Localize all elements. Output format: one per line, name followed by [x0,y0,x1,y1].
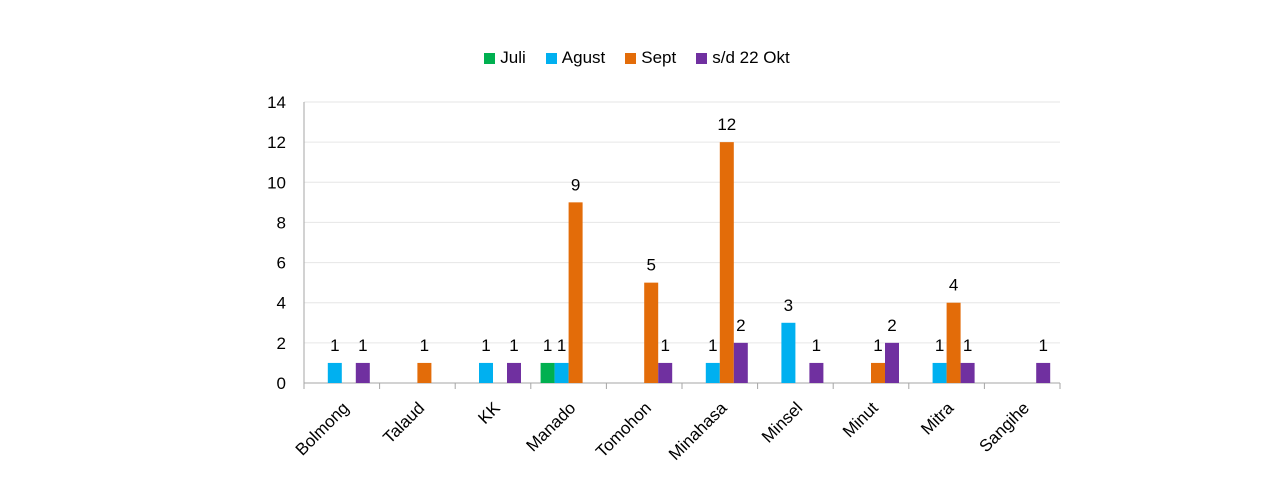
data-label: 1 [358,336,367,355]
data-label: 9 [571,175,580,194]
bar [733,342,748,383]
data-label: 3 [784,296,793,315]
x-tick-label: Mitra [917,398,958,439]
data-label: 1 [330,336,339,355]
bar [658,362,673,383]
legend-swatch-agust [545,52,557,64]
x-tick-label: KK [474,398,504,428]
y-tick-label: 4 [277,294,286,313]
data-label: 4 [949,276,958,295]
bar [809,362,824,383]
y-tick-label: 6 [277,254,286,273]
bar [871,362,885,383]
bar [932,362,947,383]
bar [946,302,961,383]
legend-item-juli: Juli [484,48,526,68]
bar [554,362,569,383]
y-tick-label: 0 [277,374,286,393]
x-tick-label: Tomohon [592,398,655,461]
data-label: 1 [708,336,717,355]
data-label: 1 [812,336,821,355]
legend-label-juli: Juli [500,48,526,67]
x-tick-label: Minsel [758,398,806,446]
data-label: 1 [557,336,566,355]
x-tick-label: Minahasa [665,398,731,464]
data-label: 12 [717,115,736,134]
bar [960,362,975,383]
legend-swatch-sept [625,52,637,64]
data-label: 1 [509,336,518,355]
data-label: 1 [543,336,552,355]
bar [327,362,342,383]
data-label: 1 [420,336,429,355]
y-tick-label: 14 [267,93,286,112]
bar [355,362,370,383]
x-tick-label: Bolmong [292,398,353,459]
x-tick-label: Sangihe [975,398,1033,456]
legend-label-agust: Agust [561,48,606,67]
data-label: 1 [481,336,490,355]
y-tick-label: 8 [277,213,286,232]
y-tick-label: 2 [277,334,286,353]
data-label: 1 [660,336,669,355]
x-tick-label: Manado [523,398,580,455]
data-label: 1 [1038,336,1047,355]
data-label: 2 [887,316,896,335]
legend-swatch-juli [484,52,496,64]
data-label: 1 [963,336,972,355]
legend-item-agust: Agust [545,48,606,68]
data-label: 2 [736,316,745,335]
y-tick-label: 10 [267,173,286,192]
bar [417,362,432,383]
bar [719,142,734,383]
data-label: 5 [646,256,655,275]
bar [1036,362,1051,383]
x-tick-label: Talaud [379,398,428,447]
legend-label-sept: Sept [641,48,677,67]
legend-swatch-okt [696,52,708,64]
legend-label-okt: s/d 22 Okt [712,48,790,67]
bar [781,322,796,383]
legend-item-okt: s/d 22 Okt [696,48,790,68]
bar [644,282,659,383]
bar [568,202,583,383]
bar [507,362,521,383]
y-tick-label: 12 [267,133,286,152]
data-label: 1 [873,336,882,355]
legend-item-sept: Sept [625,48,676,68]
data-label: 1 [935,336,944,355]
bar [885,342,899,383]
x-tick-label: Minut [839,398,882,441]
bar [540,362,555,383]
legend: Juli Agust Sept s/d 22 Okt [0,48,1274,68]
bar [479,362,493,383]
bar [705,362,720,383]
